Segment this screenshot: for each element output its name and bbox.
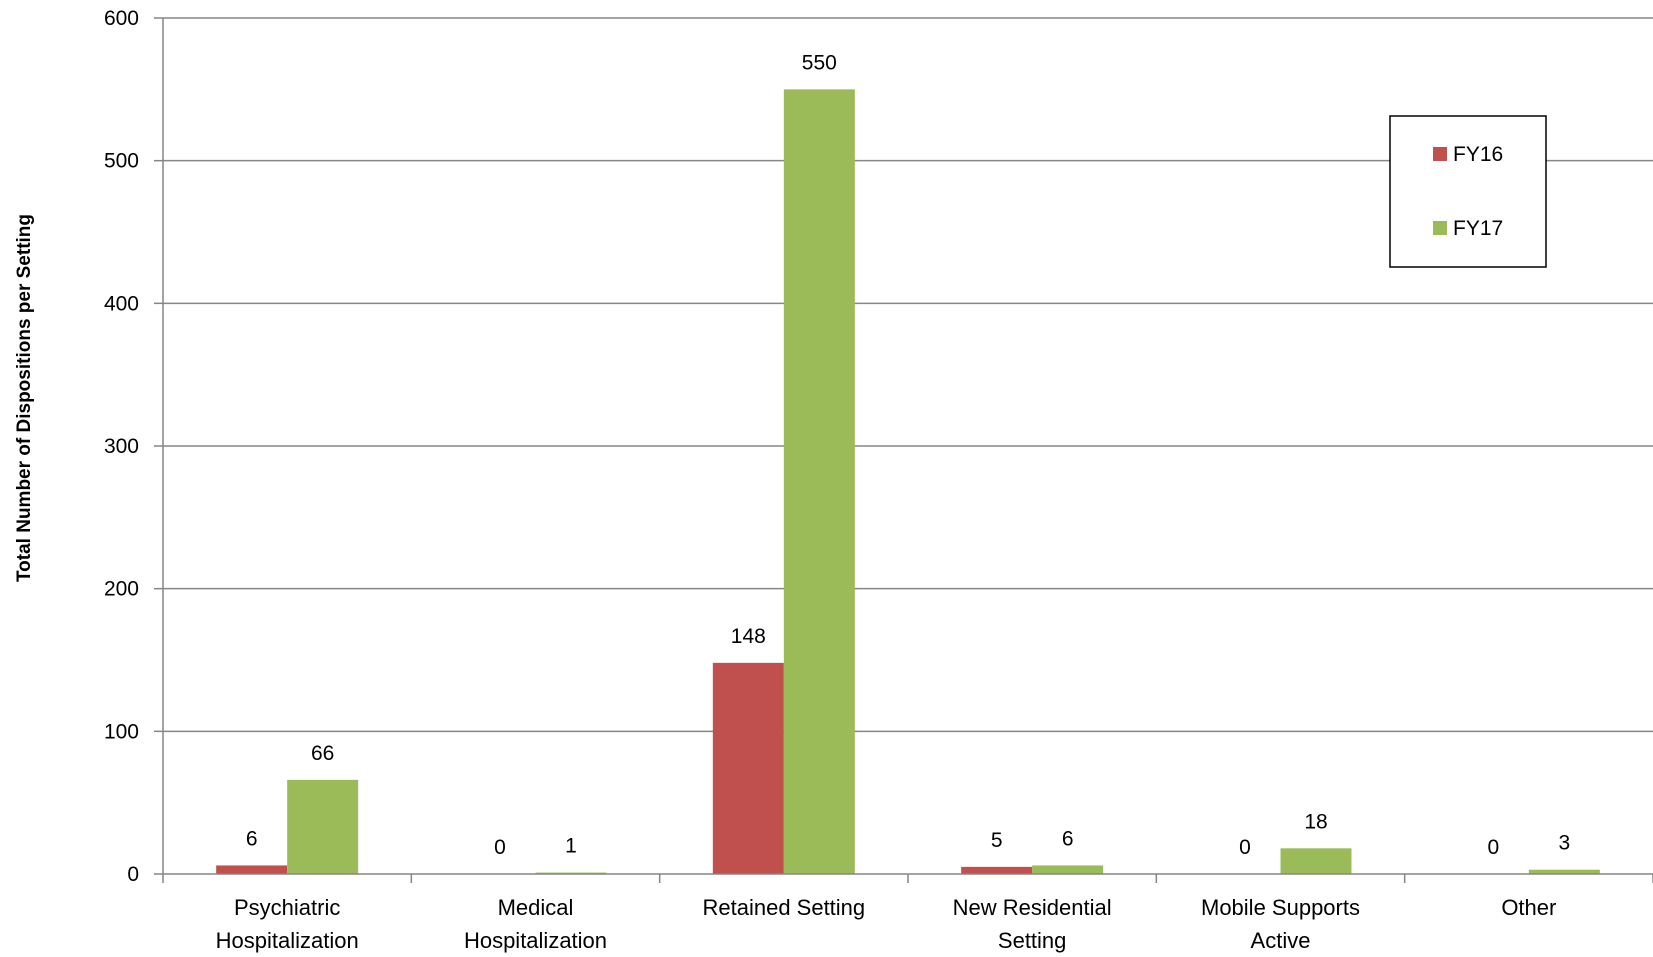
data-label: 66: [311, 742, 334, 765]
category-labels: Psychiatric Hospitalization Medical Hospita…: [216, 895, 1557, 953]
data-label: 148: [731, 625, 766, 648]
data-label: 6: [1062, 827, 1074, 850]
data-label: 0: [1239, 836, 1251, 859]
category-label: Other: [1501, 895, 1556, 920]
axes: [154, 17, 1653, 883]
y-tick-label: 400: [104, 292, 139, 315]
y-tick-label: 500: [104, 150, 139, 173]
bar-fy17: [287, 779, 359, 874]
legend: FY16 FY17: [1389, 115, 1547, 268]
data-label: 6: [246, 827, 258, 850]
bar-fy17: [1528, 869, 1600, 874]
legend-box: [1389, 115, 1547, 268]
y-tick-label: 200: [104, 578, 139, 601]
category-label: Medical Hospitalization: [464, 895, 607, 953]
bar-fy16: [712, 662, 784, 874]
y-tick-label: 0: [127, 863, 139, 886]
data-label: 550: [802, 51, 837, 74]
bar-fy17: [1032, 865, 1104, 874]
bar-fy16: [216, 865, 288, 874]
category-label: Mobile Supports Active: [1201, 895, 1360, 953]
category-label: New Residential Setting: [953, 895, 1112, 953]
gridlines: [163, 17, 1653, 733]
y-tick-label: 300: [104, 435, 139, 458]
legend-swatch-fy17: [1433, 221, 1447, 235]
data-label: 3: [1558, 832, 1570, 855]
data-label: 18: [1304, 810, 1327, 833]
data-label: 5: [991, 829, 1003, 852]
data-label: 1: [565, 835, 577, 858]
y-tick-label: 100: [104, 720, 139, 743]
bar-fy16: [961, 866, 1033, 874]
bars: [216, 89, 1600, 875]
data-label: 0: [494, 836, 506, 859]
data-label: 0: [1487, 836, 1499, 859]
category-label: Retained Setting: [702, 895, 865, 920]
legend-swatch-fy16: [1433, 147, 1447, 161]
y-axis-title: Total Number of Dispositions per Setting: [14, 214, 35, 582]
y-tick-labels: 0 100 200 300 400 500 600: [104, 7, 139, 886]
y-tick-label: 600: [104, 7, 139, 30]
legend-label-fy17: FY17: [1453, 217, 1503, 240]
bar-fy17: [783, 89, 855, 875]
category-label: Psychiatric Hospitalization: [216, 895, 359, 953]
bar-fy17: [1280, 848, 1352, 874]
legend-label-fy16: FY16: [1453, 143, 1503, 166]
